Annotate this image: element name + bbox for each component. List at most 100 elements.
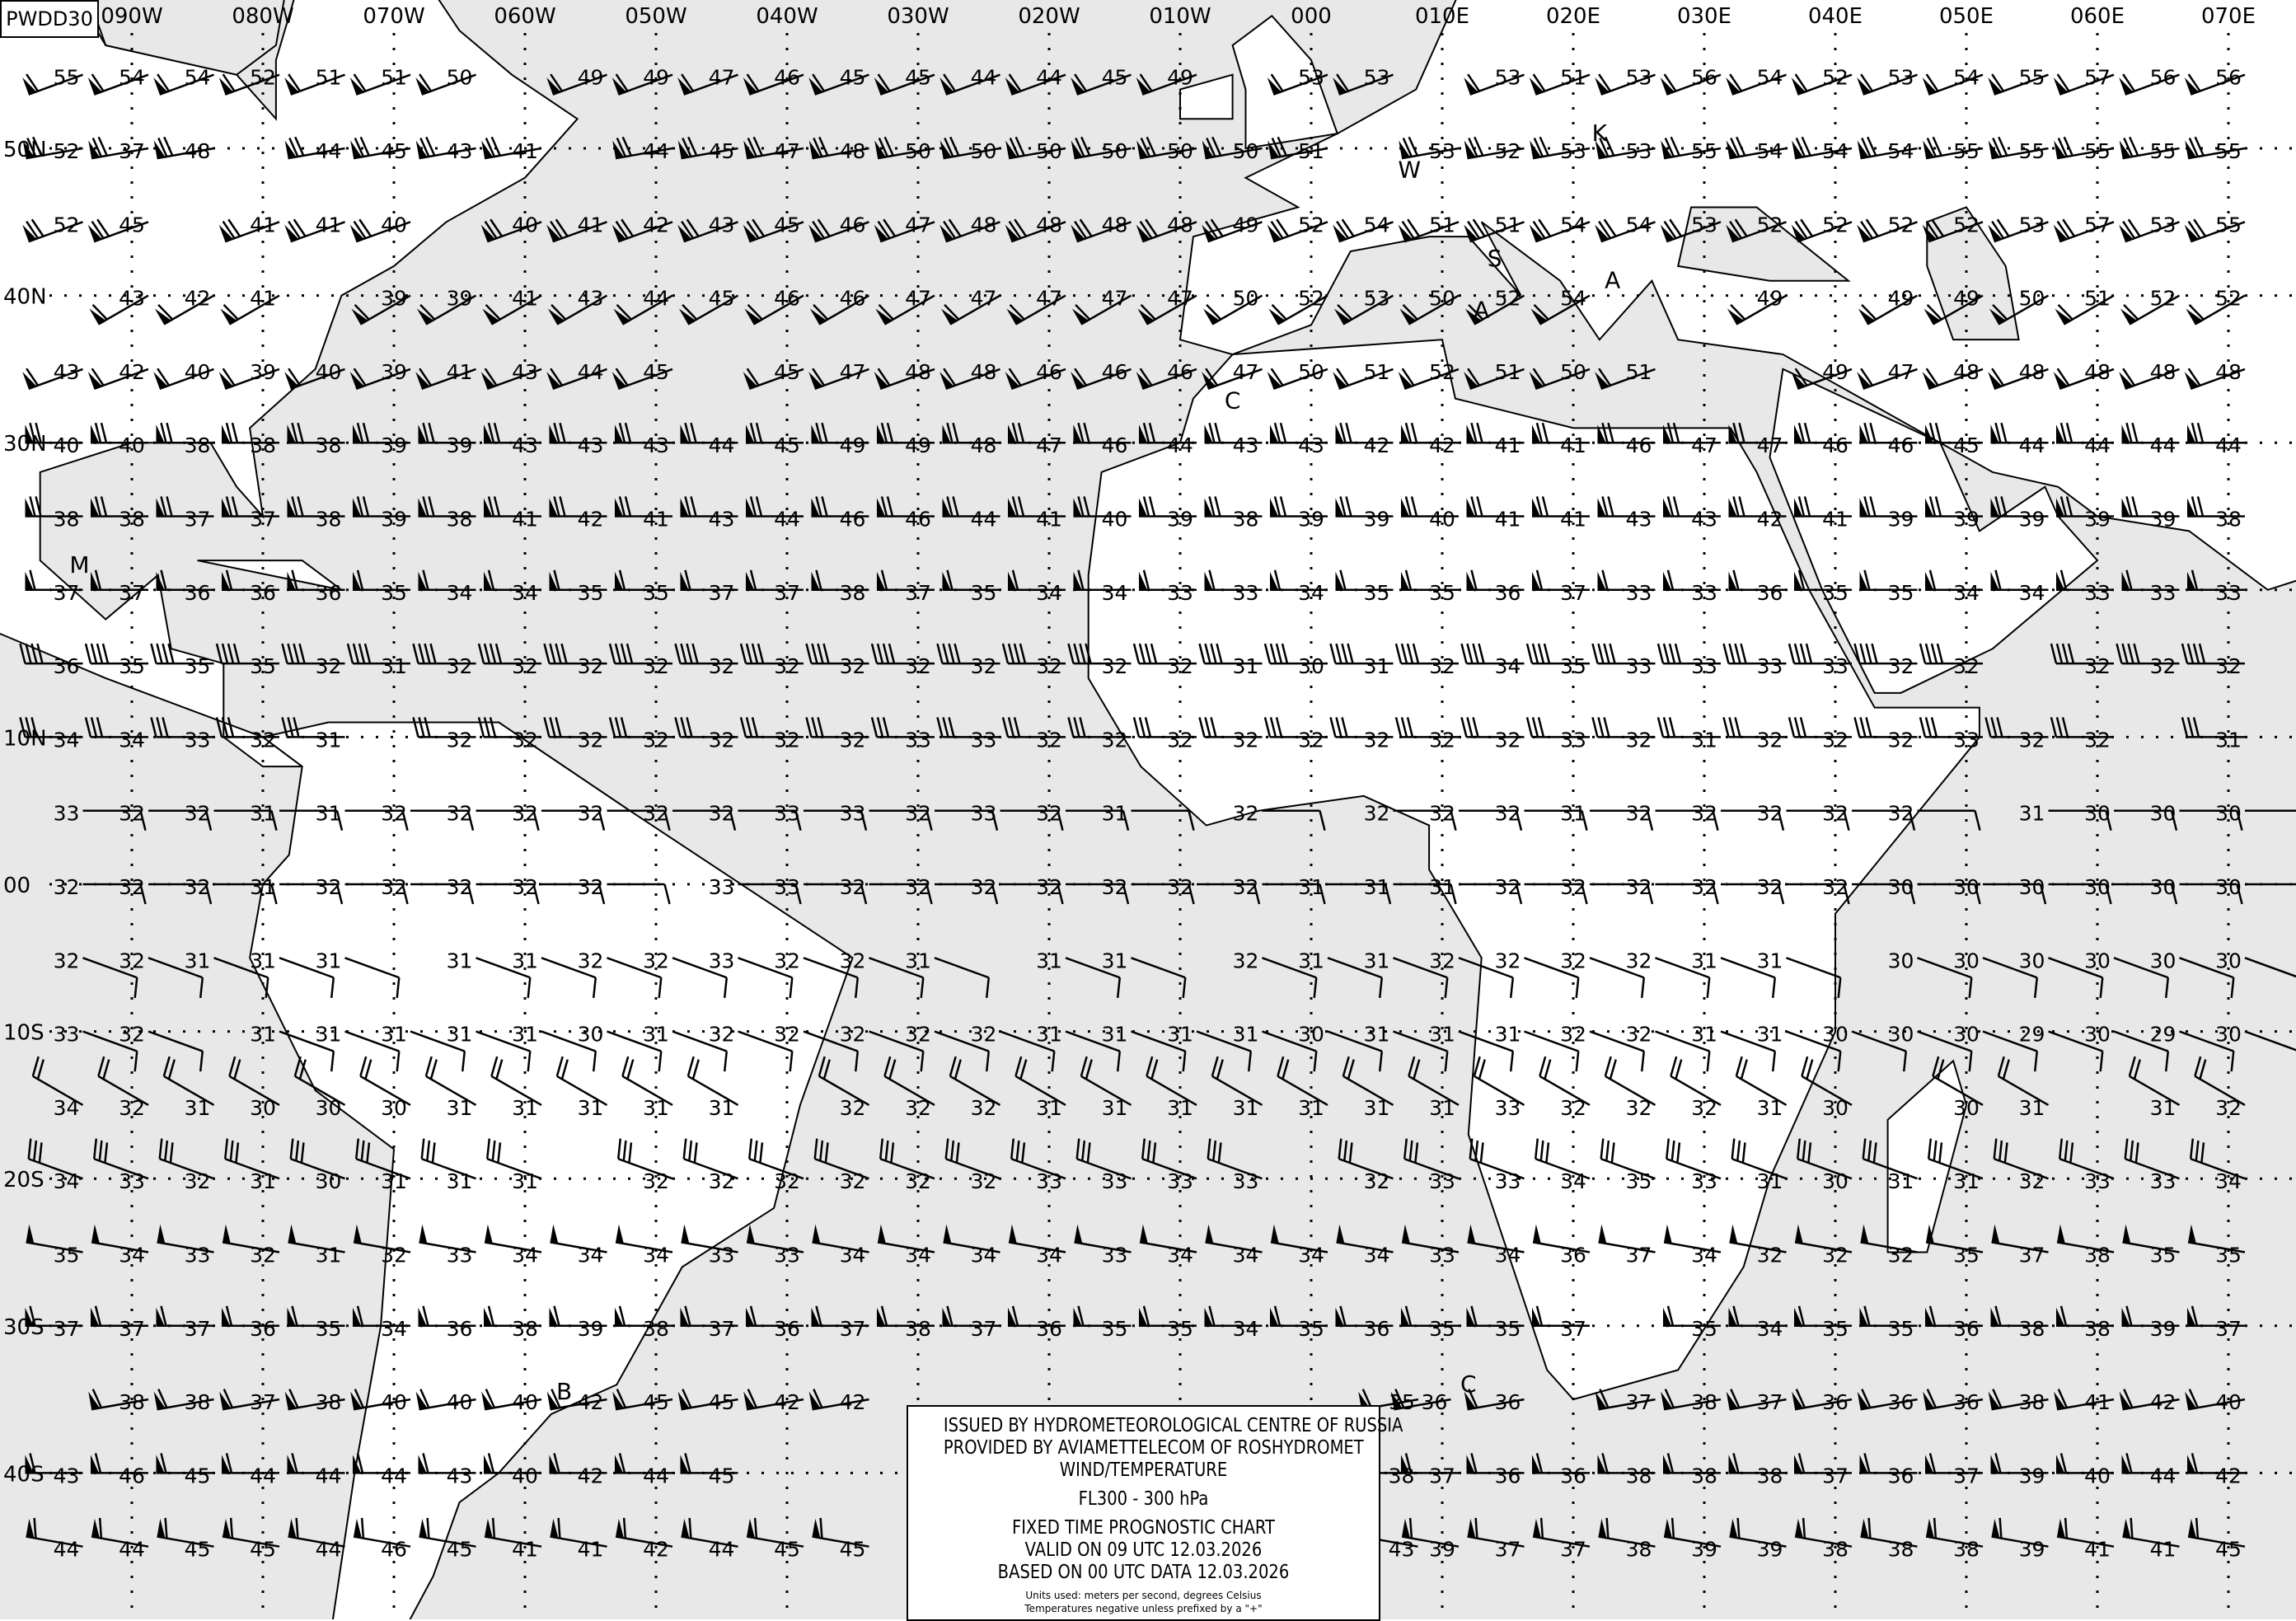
temperature-value: 33 bbox=[971, 728, 997, 752]
barb-feather bbox=[1934, 1518, 1936, 1539]
temperature-value: 32 bbox=[643, 654, 669, 678]
temperature-value: 39 bbox=[578, 1317, 604, 1341]
temperature-value: 32 bbox=[971, 1096, 997, 1120]
temperature-value: 31 bbox=[2019, 1096, 2045, 1120]
temperature-value: 34 bbox=[1495, 654, 1521, 678]
temperature-value: 38 bbox=[250, 433, 276, 457]
temperature-value: 51 bbox=[381, 66, 407, 90]
temperature-value: 32 bbox=[840, 1023, 866, 1047]
temperature-value: 33 bbox=[1233, 1169, 1259, 1193]
temperature-value: 54 bbox=[1888, 139, 1914, 163]
temperature-value: 32 bbox=[2084, 654, 2111, 678]
temperature-value: 39 bbox=[2150, 1317, 2177, 1341]
temperature-value: 32 bbox=[185, 802, 211, 826]
temperature-value: 44 bbox=[971, 508, 997, 532]
temperature-value: 38 bbox=[2019, 1390, 2045, 1414]
temperature-value: 44 bbox=[119, 1538, 145, 1562]
temperature-value: 38 bbox=[1691, 1464, 1717, 1487]
temperature-value: 50 bbox=[1429, 287, 1455, 311]
temperature-value: 51 bbox=[316, 66, 342, 90]
temperature-value: 36 bbox=[1560, 1464, 1586, 1487]
temperature-value: 41 bbox=[1495, 508, 1521, 532]
temperature-value: 31 bbox=[1364, 1023, 1390, 1047]
temperature-value: 48 bbox=[971, 433, 997, 457]
longitude-label: 010W bbox=[1149, 4, 1211, 29]
temperature-value: 43 bbox=[1691, 508, 1717, 532]
temperature-value: 31 bbox=[250, 1023, 276, 1047]
temperature-value: 32 bbox=[512, 802, 538, 826]
temperature-value: 30 bbox=[2019, 949, 2045, 972]
temperature-value: 37 bbox=[119, 139, 145, 163]
barb-feather bbox=[166, 1518, 167, 1539]
temperature-value: 32 bbox=[1691, 875, 1717, 899]
longitude-label: 080W bbox=[232, 4, 293, 29]
longitude-label: 030W bbox=[887, 4, 949, 29]
temperature-value: 41 bbox=[250, 213, 276, 237]
temperature-value: 34 bbox=[1036, 1244, 1062, 1267]
temperature-value: 29 bbox=[2019, 1023, 2045, 1047]
temperature-value: 32 bbox=[1495, 728, 1521, 752]
temperature-value: 35 bbox=[1626, 1169, 1652, 1193]
temperature-value: 31 bbox=[1298, 949, 1324, 972]
temperature-value: 40 bbox=[512, 1390, 538, 1414]
temperature-value: 36 bbox=[1560, 1244, 1586, 1267]
temperature-value: 33 bbox=[1495, 1096, 1521, 1120]
temperature-value: 32 bbox=[840, 875, 866, 899]
temperature-value: 35 bbox=[381, 581, 407, 605]
temperature-value: 30 bbox=[2150, 875, 2177, 899]
barb-feather bbox=[231, 1518, 232, 1539]
temperature-value: 54 bbox=[1560, 287, 1586, 311]
temperature-value: 40 bbox=[1429, 508, 1455, 532]
temperature-value: 46 bbox=[840, 213, 866, 237]
temperature-value: 32 bbox=[905, 1096, 931, 1120]
temperature-value: 55 bbox=[2150, 139, 2177, 163]
temperature-value: 49 bbox=[643, 66, 669, 90]
temperature-value: 32 bbox=[709, 1023, 735, 1047]
temperature-value: 44 bbox=[316, 1538, 342, 1562]
temperature-value: 34 bbox=[1495, 1244, 1521, 1267]
temperature-value: 32 bbox=[1560, 1096, 1586, 1120]
temperature-value: 47 bbox=[1036, 287, 1062, 311]
temperature-value: 49 bbox=[1822, 360, 1849, 384]
latitude-label: 10S bbox=[3, 1021, 45, 1046]
temperature-value: 42 bbox=[774, 1390, 800, 1414]
temperature-value: 38 bbox=[2019, 1317, 2045, 1341]
temperature-value: 53 bbox=[1626, 139, 1652, 163]
temperature-value: 36 bbox=[1036, 1317, 1062, 1341]
temperature-value: 30 bbox=[1953, 875, 1980, 899]
temperature-value: 43 bbox=[578, 287, 604, 311]
temperature-value: 33 bbox=[774, 1244, 800, 1267]
temperature-value: 31 bbox=[316, 802, 342, 826]
temperature-value: 31 bbox=[1036, 1096, 1062, 1120]
temperature-value: 31 bbox=[1953, 1169, 1980, 1193]
temperature-value: 32 bbox=[840, 728, 866, 752]
temperature-value: 31 bbox=[250, 875, 276, 899]
temperature-value: 32 bbox=[709, 1169, 735, 1193]
temperature-value: 32 bbox=[905, 654, 931, 678]
temperature-value: 38 bbox=[119, 1390, 145, 1414]
temperature-value: 48 bbox=[1167, 213, 1193, 237]
temperature-value: 30 bbox=[381, 1096, 407, 1120]
temperature-value: 47 bbox=[840, 360, 866, 384]
temperature-value: 34 bbox=[1233, 1317, 1259, 1341]
temperature-value: 30 bbox=[2084, 802, 2111, 826]
temperature-value: 32 bbox=[840, 1096, 866, 1120]
temperature-value: 32 bbox=[643, 1169, 669, 1193]
temperature-value: 31 bbox=[1560, 802, 1586, 826]
temperature-value: 32 bbox=[1757, 875, 1783, 899]
temperature-value: 33 bbox=[1560, 728, 1586, 752]
temperature-value: 39 bbox=[1167, 508, 1193, 532]
temperature-value: 32 bbox=[250, 728, 276, 752]
temperature-value: 45 bbox=[774, 1538, 800, 1562]
temperature-value: 43 bbox=[512, 360, 538, 384]
temperature-value: 38 bbox=[119, 508, 145, 532]
temperature-value: 33 bbox=[185, 1244, 211, 1267]
temperature-value: 39 bbox=[2019, 1538, 2045, 1562]
temperature-value: 56 bbox=[1691, 66, 1717, 90]
temperature-value: 31 bbox=[1233, 654, 1259, 678]
temperature-value: 44 bbox=[643, 139, 669, 163]
temperature-value: 32 bbox=[1888, 802, 1914, 826]
temperature-value: 41 bbox=[1822, 508, 1849, 532]
temperature-value: 57 bbox=[2084, 66, 2111, 90]
temperature-value: 41 bbox=[512, 508, 538, 532]
